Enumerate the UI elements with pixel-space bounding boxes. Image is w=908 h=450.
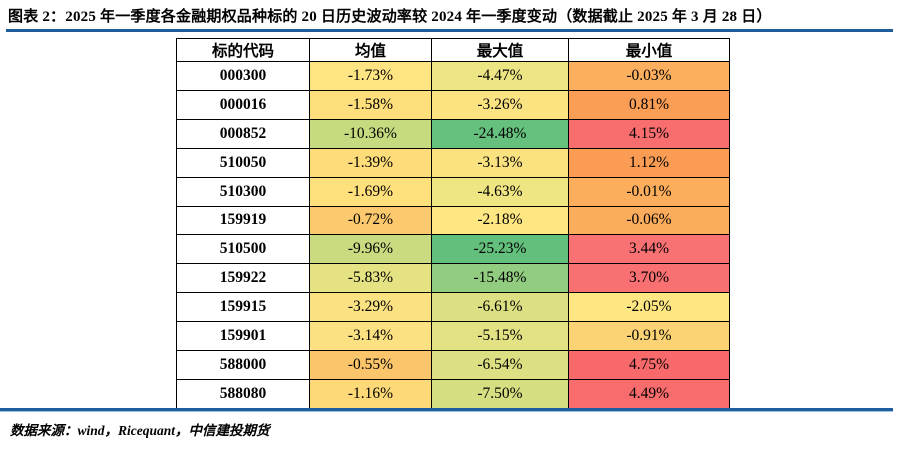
column-header: 最大值 xyxy=(431,38,569,62)
value-cell: -0.55% xyxy=(309,350,432,380)
value-cell: -6.54% xyxy=(431,350,569,380)
value-cell: -4.63% xyxy=(431,176,569,207)
column-header: 标的代码 xyxy=(176,38,310,62)
value-cell: -1.69% xyxy=(309,176,432,207)
table-header-row: 标的代码 均值 最大值 最小值 xyxy=(176,38,730,62)
value-cell: 1.12% xyxy=(568,147,730,178)
code-cell: 510300 xyxy=(176,176,310,207)
value-cell: 0.81% xyxy=(568,89,730,120)
code-cell: 510500 xyxy=(176,234,310,265)
code-cell: 159915 xyxy=(176,292,310,323)
value-cell: 3.70% xyxy=(568,263,730,294)
table-row: 000016 -1.58% -3.26% 0.81% xyxy=(176,89,730,120)
value-cell: 4.49% xyxy=(568,378,730,410)
value-cell: -0.06% xyxy=(568,205,730,236)
table-row: 159901 -3.14% -5.15% -0.91% xyxy=(176,321,730,352)
value-cell: -15.48% xyxy=(431,263,569,294)
table-row: 510500 -9.96% -25.23% 3.44% xyxy=(176,234,730,265)
table-row: 510050 -1.39% -3.13% 1.12% xyxy=(176,147,730,178)
value-cell: -0.91% xyxy=(568,321,730,352)
volatility-table: 标的代码 均值 最大值 最小值 000300 -1.73% -4.47% -0.03% 000… xyxy=(176,38,730,410)
table-body: 000300 -1.73% -4.47% -0.03% 000016 -1.58% -3.2… xyxy=(176,61,730,410)
code-cell: 000300 xyxy=(176,61,310,91)
value-cell: -24.48% xyxy=(431,118,569,149)
value-cell: -4.47% xyxy=(431,61,569,91)
code-cell: 000016 xyxy=(176,89,310,120)
column-header: 均值 xyxy=(309,38,432,62)
table-row: 159915 -3.29% -6.61% -2.05% xyxy=(176,292,730,323)
value-cell: -2.05% xyxy=(568,292,730,323)
value-cell: -3.26% xyxy=(431,89,569,120)
value-cell: -2.18% xyxy=(431,205,569,236)
data-source-note: 数据来源：wind，Ricequant，中信建投期货 xyxy=(10,423,270,438)
value-cell: 4.75% xyxy=(568,350,730,380)
value-cell: -9.96% xyxy=(309,234,432,265)
figure-title: 图表 2：2025 年一季度各金融期权品种标的 20 日历史波动率较 2024 … xyxy=(8,9,772,25)
value-cell: -3.14% xyxy=(309,321,432,352)
value-cell: -10.36% xyxy=(309,118,432,149)
code-cell: 159919 xyxy=(176,205,310,236)
column-header: 最小值 xyxy=(568,38,730,62)
table-row: 000300 -1.73% -4.47% -0.03% xyxy=(176,61,730,91)
code-cell: 159901 xyxy=(176,321,310,352)
table-row: 588080 -1.16% -7.50% 4.49% xyxy=(176,378,730,410)
code-cell: 588080 xyxy=(176,378,310,410)
table-row: 000852 -10.36% -24.48% 4.15% xyxy=(176,118,730,149)
value-cell: -5.83% xyxy=(309,263,432,294)
code-cell: 159922 xyxy=(176,263,310,294)
table-row: 159919 -0.72% -2.18% -0.06% xyxy=(176,205,730,236)
value-cell: -1.58% xyxy=(309,89,432,120)
title-divider-rule xyxy=(6,29,893,32)
code-cell: 588000 xyxy=(176,350,310,380)
value-cell: -1.16% xyxy=(309,378,432,410)
value-cell: -5.15% xyxy=(431,321,569,352)
value-cell: -1.39% xyxy=(309,147,432,178)
table-row: 510300 -1.69% -4.63% -0.01% xyxy=(176,176,730,207)
value-cell: -0.01% xyxy=(568,176,730,207)
value-cell: 4.15% xyxy=(568,118,730,149)
table-row: 159922 -5.83% -15.48% 3.70% xyxy=(176,263,730,294)
value-cell: -3.13% xyxy=(431,147,569,178)
code-cell: 510050 xyxy=(176,147,310,178)
value-cell: -3.29% xyxy=(309,292,432,323)
value-cell: -0.72% xyxy=(309,205,432,236)
bottom-divider-rule xyxy=(0,408,893,412)
value-cell: 3.44% xyxy=(568,234,730,265)
value-cell: -7.50% xyxy=(431,378,569,410)
value-cell: -25.23% xyxy=(431,234,569,265)
value-cell: -0.03% xyxy=(568,61,730,91)
value-cell: -6.61% xyxy=(431,292,569,323)
table-row: 588000 -0.55% -6.54% 4.75% xyxy=(176,350,730,380)
code-cell: 000852 xyxy=(176,118,310,149)
value-cell: -1.73% xyxy=(309,61,432,91)
